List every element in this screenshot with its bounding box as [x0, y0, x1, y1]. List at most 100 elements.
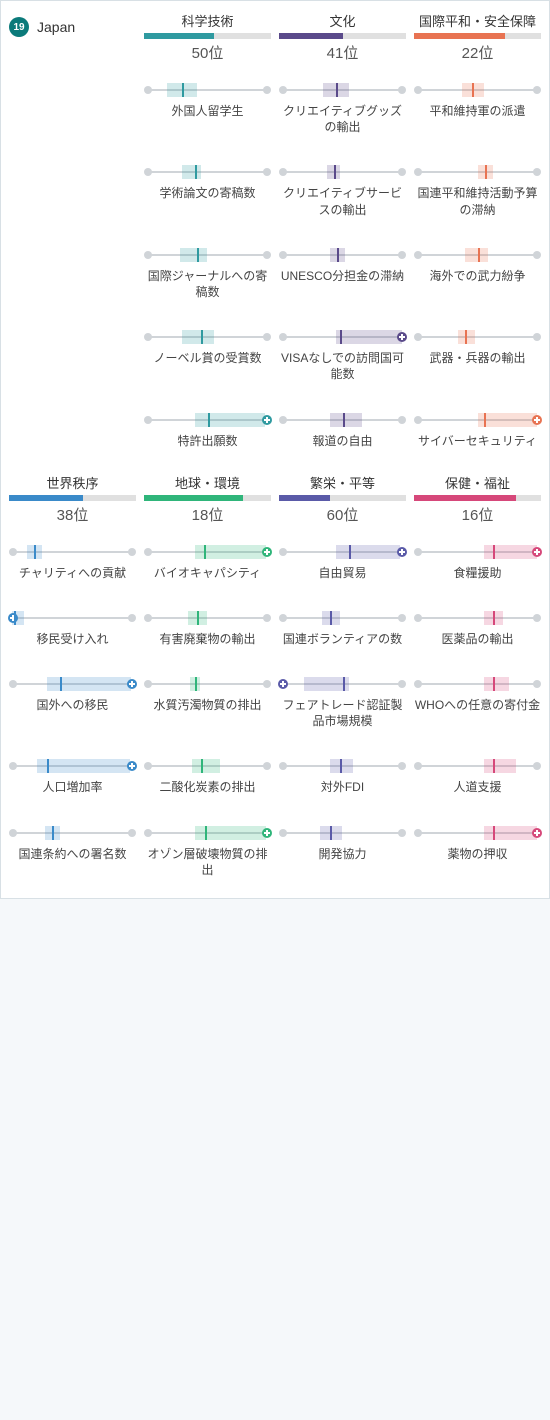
indicator: 有害廃棄物の輸出 — [144, 611, 271, 647]
indicator-label: クリエイティブサービスの輸出 — [279, 185, 406, 217]
indicator: 国連ボランティアの数 — [279, 611, 406, 647]
track-endpoint — [279, 168, 287, 176]
indicator-marker — [34, 545, 36, 559]
track-endpoint — [398, 762, 406, 770]
indicator: 移民受け入れ — [9, 611, 136, 647]
indicator: フェアトレード認証製品市場規模 — [279, 677, 406, 729]
indicator-track — [144, 545, 271, 559]
category-title: 地球・環境 — [144, 473, 271, 492]
indicator-marker — [493, 611, 495, 625]
indicator-marker — [472, 83, 474, 97]
indicator: 二酸化炭素の排出 — [144, 759, 271, 795]
category-header: 科学技術 50位 — [144, 11, 271, 63]
indicator-label: 人道支援 — [414, 779, 541, 795]
indicator-marker — [340, 330, 342, 344]
indicator-marker — [493, 677, 495, 691]
indicator-label: 外国人留学生 — [144, 103, 271, 119]
plus-icon — [262, 547, 272, 557]
category-title: 科学技術 — [144, 11, 271, 30]
track-endpoint — [533, 86, 541, 94]
track-endpoint — [263, 168, 271, 176]
indicator-marker — [60, 677, 62, 691]
track-endpoint — [263, 614, 271, 622]
indicator: 対外FDI — [279, 759, 406, 795]
indicator-track — [9, 677, 136, 691]
indicator-track — [414, 330, 541, 344]
track-endpoint — [533, 614, 541, 622]
plus-icon — [532, 547, 542, 557]
section-header-row: 19Japan科学技術50位文化41位国際平和・安全保障22位 — [9, 11, 541, 63]
track-endpoint — [398, 680, 406, 688]
indicator: 国際ジャーナルへの寄稿数 — [144, 248, 271, 300]
indicator-marker — [201, 330, 203, 344]
indicator-label: 国連条約への署名数 — [9, 846, 136, 862]
indicator-marker — [330, 826, 332, 840]
indicator-track — [144, 413, 271, 427]
category-header: 世界秩序38位 — [9, 473, 136, 525]
indicator: VISAなしでの訪問国可能数 — [279, 330, 406, 382]
category-rank-bar — [9, 495, 136, 501]
indicator-label: UNESCO分担金の滞納 — [279, 268, 406, 284]
indicator-marker — [485, 165, 487, 179]
indicator-track — [414, 677, 541, 691]
track-endpoint — [414, 333, 422, 341]
indicator-track — [144, 330, 271, 344]
indicator-label: 自由貿易 — [279, 565, 406, 581]
indicator-marker — [484, 413, 486, 427]
plus-icon — [397, 332, 407, 342]
track-endpoint — [263, 762, 271, 770]
indicator-marker — [14, 611, 16, 625]
indicator: 開発協力 — [279, 826, 406, 878]
indicator-marker — [334, 165, 336, 179]
track-endpoint — [9, 680, 17, 688]
track-endpoint — [9, 548, 17, 556]
rank-badge: 19 — [9, 17, 29, 37]
category-rank-bar — [144, 33, 271, 39]
indicator-grid: 外国人留学生クリエイティブグッズの輸出平和維持軍の派遣学術論文の寄稿数クリエイテ… — [9, 83, 541, 449]
category-title: 文化 — [279, 11, 406, 30]
category-rank: 38位 — [9, 504, 136, 525]
plus-icon — [127, 761, 137, 771]
indicator: バイオキャパシティ — [144, 545, 271, 581]
category-rank: 22位 — [414, 42, 541, 63]
indicator-label: 国連平和維持活動予算の滞納 — [414, 185, 541, 217]
indicator-marker — [493, 759, 495, 773]
category-rank: 18位 — [144, 504, 271, 525]
track-endpoint — [279, 762, 287, 770]
indicator-label: 有害廃棄物の輸出 — [144, 631, 271, 647]
indicator: 食糧援助 — [414, 545, 541, 581]
indicator: 人口増加率 — [9, 759, 136, 795]
indicator-label: 薬物の押収 — [414, 846, 541, 862]
indicator-grid: チャリティへの貢献バイオキャパシティ自由貿易食糧援助移民受け入れ有害廃棄物の輸出… — [9, 545, 541, 878]
category-rank-bar — [279, 33, 406, 39]
indicator-label: バイオキャパシティ — [144, 565, 271, 581]
indicator-label: オゾン層破壊物質の排出 — [144, 846, 271, 878]
indicator-marker — [197, 248, 199, 262]
category-header: 繁栄・平等60位 — [279, 473, 406, 525]
category-header: 文化41位 — [279, 11, 406, 63]
track-endpoint — [144, 548, 152, 556]
indicator-label: 対外FDI — [279, 779, 406, 795]
indicator-marker — [337, 248, 339, 262]
indicator-track — [414, 545, 541, 559]
indicator-marker — [478, 248, 480, 262]
indicator-track — [414, 165, 541, 179]
indicator-track — [9, 611, 136, 625]
indicator-label: 国際ジャーナルへの寄稿数 — [144, 268, 271, 300]
indicator-track — [144, 759, 271, 773]
indicator-track — [414, 413, 541, 427]
track-endpoint — [144, 168, 152, 176]
track-endpoint — [279, 333, 287, 341]
track-endpoint — [414, 416, 422, 424]
indicator: 報道の自由 — [279, 413, 406, 449]
category-rank: 50位 — [144, 42, 271, 63]
indicator-label: 人口増加率 — [9, 779, 136, 795]
track-endpoint — [263, 333, 271, 341]
indicator-label: ノーベル賞の受賞数 — [144, 350, 271, 366]
indicator-track — [279, 826, 406, 840]
track-endpoint — [144, 251, 152, 259]
track-endpoint — [128, 548, 136, 556]
indicator-track — [144, 826, 271, 840]
category-rank-bar — [414, 33, 541, 39]
indicator: 国連条約への署名数 — [9, 826, 136, 878]
